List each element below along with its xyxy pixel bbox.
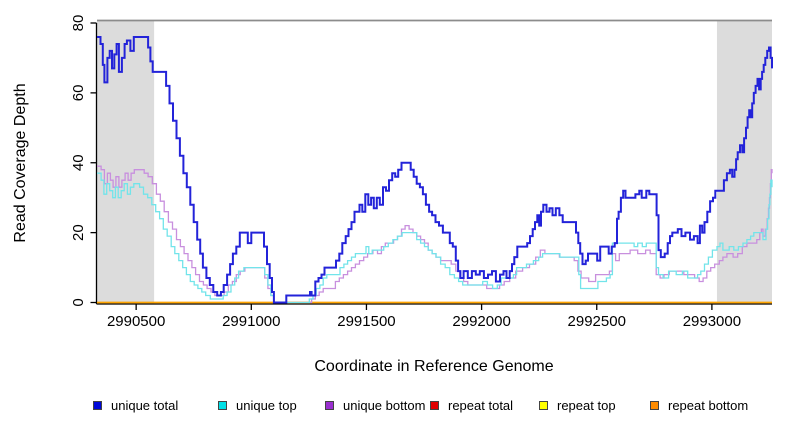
legend-label-repeat-total: repeat total xyxy=(448,397,514,413)
legend-label-unique-bottom: unique bottom xyxy=(343,397,426,413)
x-tick-label: 2990500 xyxy=(107,313,165,330)
legend-label-unique-top: unique top xyxy=(236,397,297,413)
legend-label-unique-total: unique total xyxy=(111,397,179,413)
legend-swatch-repeat-total xyxy=(430,400,439,410)
y-tick-label: 0 xyxy=(70,298,87,306)
legend-item-unique-total: unique total xyxy=(93,396,178,414)
legend-label-repeat-top: repeat top xyxy=(557,397,616,413)
y-axis-title: Read Coverage Depth xyxy=(12,83,29,243)
x-axis-title: Coordinate in Reference Genome xyxy=(314,358,554,375)
legend: unique total unique top unique bottom repea… xyxy=(0,396,792,416)
legend-swatch-unique-total xyxy=(93,400,102,410)
legend-swatch-unique-bottom xyxy=(325,400,334,410)
legend-label-repeat-bottom: repeat bottom xyxy=(668,397,749,413)
x-tick-label: 2992000 xyxy=(452,313,510,330)
x-tick-label: 2991000 xyxy=(222,313,280,330)
legend-item-unique-top: unique top xyxy=(218,396,297,414)
x-tick-label: 2992500 xyxy=(568,313,626,330)
legend-item-repeat-top: repeat top xyxy=(539,396,616,414)
series-unique-total xyxy=(97,36,773,304)
x-tick-label: 2991500 xyxy=(337,313,395,330)
legend-item-repeat-bottom: repeat bottom xyxy=(650,396,748,414)
shaded-region-1 xyxy=(716,20,772,304)
legend-swatch-unique-top xyxy=(218,400,227,410)
y-tick-label: 20 xyxy=(70,224,87,241)
legend-swatch-repeat-top xyxy=(539,400,548,410)
series-unique-top xyxy=(97,172,773,304)
legend-swatch-repeat-bottom xyxy=(650,400,659,410)
y-tick-label: 60 xyxy=(70,85,87,102)
x-tick-label: 2993000 xyxy=(683,313,741,330)
y-tick-label: 40 xyxy=(70,154,87,171)
y-tick-label: 80 xyxy=(70,15,87,32)
series-unique-bottom xyxy=(97,165,773,304)
shaded-region-0 xyxy=(97,20,155,304)
legend-item-repeat-total: repeat total xyxy=(430,396,513,414)
legend-item-unique-bottom: unique bottom xyxy=(325,396,425,414)
